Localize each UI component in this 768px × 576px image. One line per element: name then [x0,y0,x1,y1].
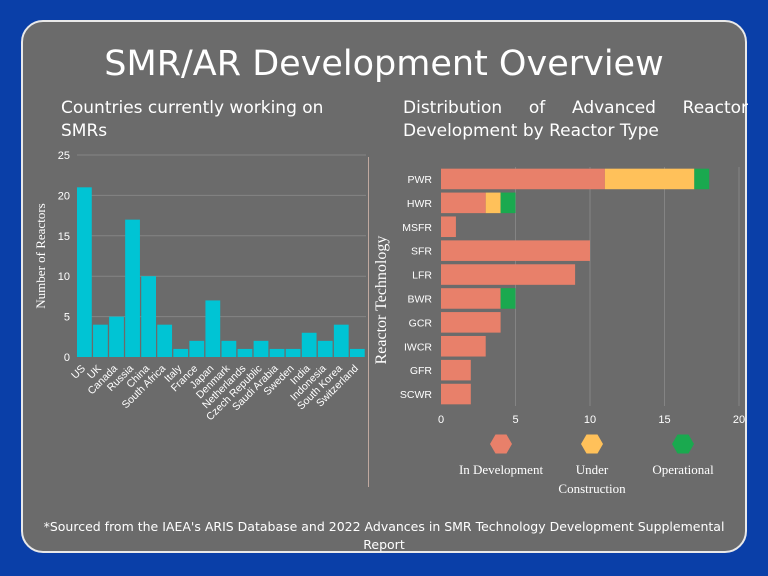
source-footnote: *Sourced from the IAEA's ARIS Database a… [43,519,725,552]
page-title: SMR/AR Development Overview [104,44,664,84]
left-chart-subtitle: Countries currently working on SMRs [61,98,324,141]
chart-divider [368,157,369,487]
right-chart-subtitle: Distribution of Advanced Reactor Develop… [403,98,748,141]
overview-panel: SMR/AR Development Overview Countries cu… [21,20,748,553]
